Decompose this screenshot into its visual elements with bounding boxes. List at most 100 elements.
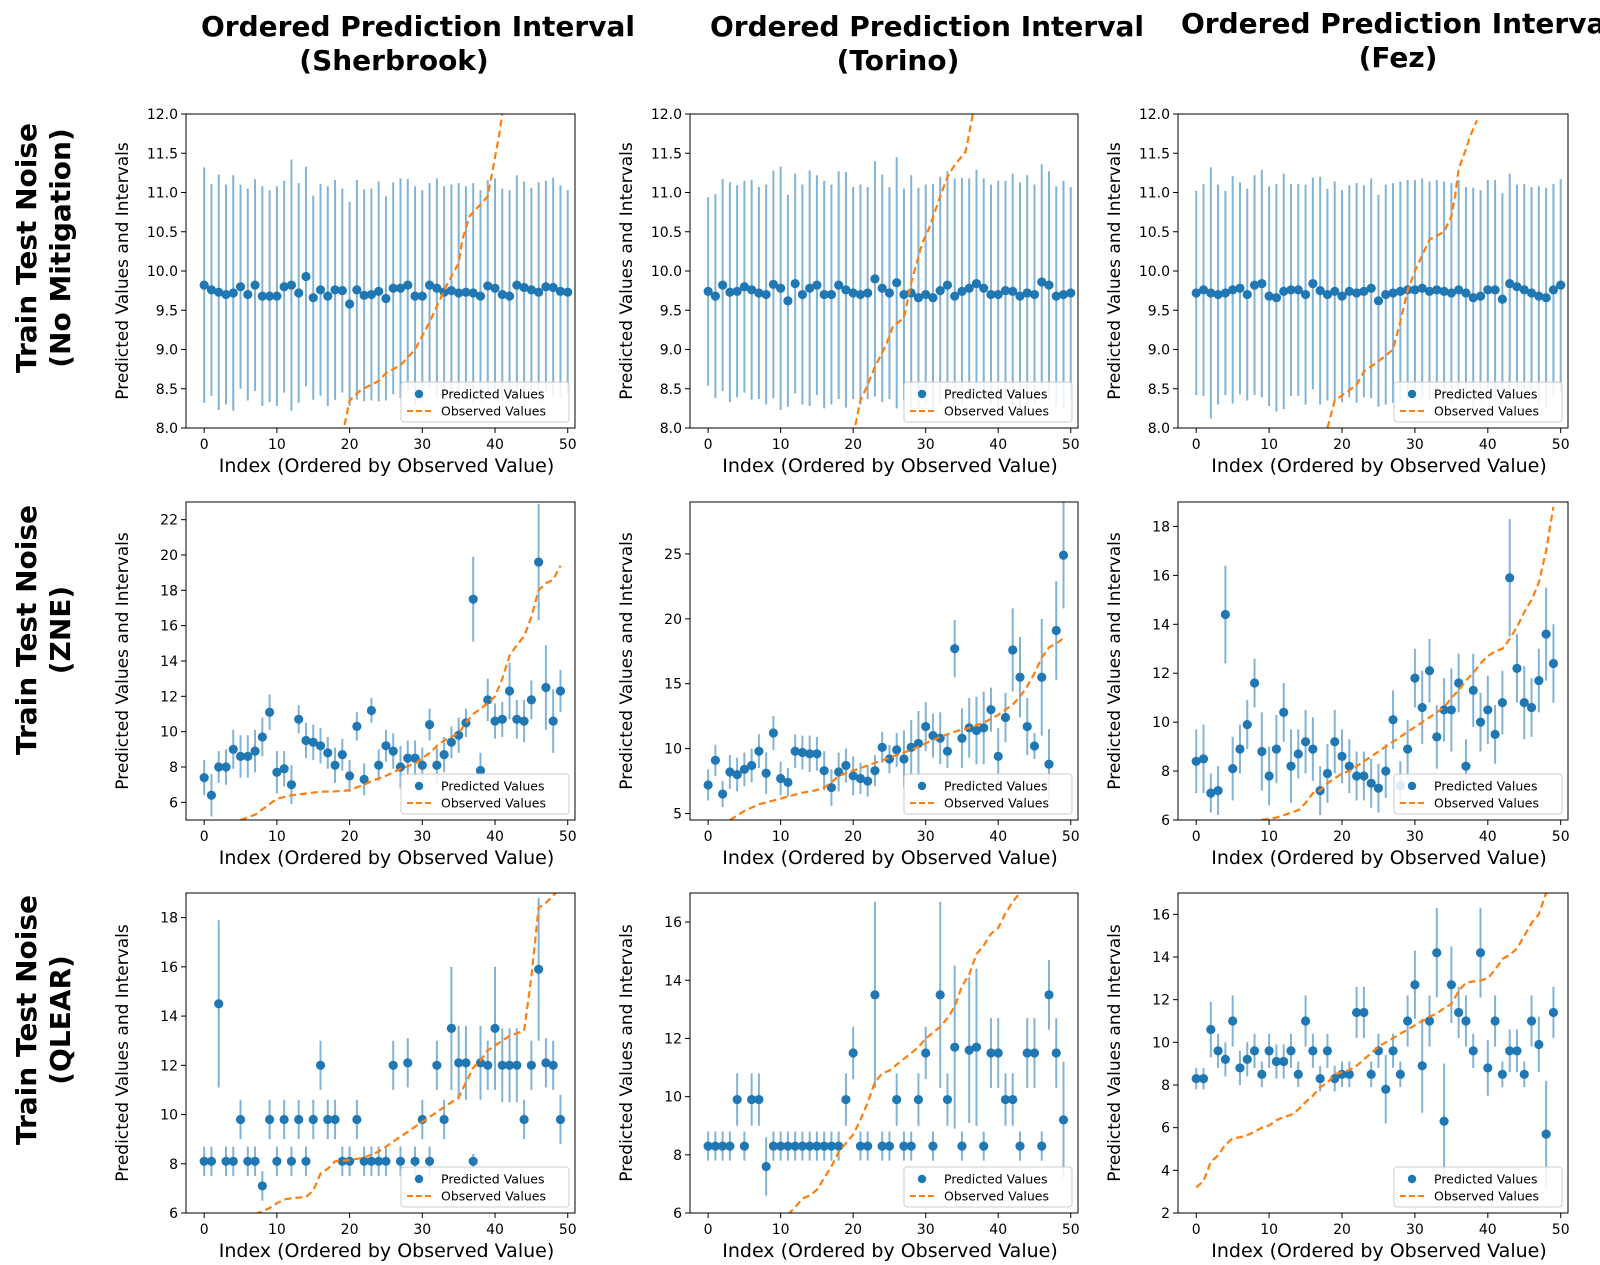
x-tick-label: 0 (200, 829, 209, 845)
predicted-point (1526, 1016, 1537, 1026)
x-tick-label: 10 (772, 829, 790, 845)
predicted-point (1015, 291, 1025, 301)
predicted-point (906, 1141, 916, 1151)
predicted-point (718, 789, 728, 799)
predicted-point (797, 289, 808, 300)
predicted-point (265, 291, 275, 301)
predicted-point (986, 1048, 996, 1058)
y-tick-label: 10 (160, 1108, 178, 1124)
predicted-point (519, 716, 529, 726)
y-tick-label: 12 (1152, 666, 1170, 682)
predicted-point (1058, 1115, 1069, 1125)
x-tick-label: 0 (1192, 437, 1201, 453)
predicted-point (1526, 702, 1537, 713)
predicted-point (294, 288, 304, 298)
y-tick-label: 12.0 (651, 107, 682, 123)
predicted-point (935, 286, 945, 296)
legend-predicted-label: Predicted Values (1434, 779, 1538, 794)
y-tick-label: 16 (664, 915, 682, 931)
predicted-point (739, 282, 749, 292)
predicted-point (1519, 285, 1529, 295)
x-tick-label: 40 (1479, 437, 1497, 453)
axes-frame (689, 501, 1079, 821)
predicted-point (1271, 1056, 1282, 1067)
predicted-point (1330, 1074, 1340, 1084)
y-tick-label: 12.0 (147, 107, 178, 123)
predicted-point (555, 686, 566, 696)
predicted-point (1257, 278, 1267, 289)
predicted-point (1051, 625, 1061, 636)
predicted-point (1300, 1016, 1311, 1026)
predicted-point (308, 1114, 318, 1125)
column-title-fez-line1: Ordered Prediction Interval (1181, 7, 1600, 40)
predicted-point (1490, 729, 1500, 739)
predicted-point (819, 766, 829, 776)
legend-box (903, 773, 1073, 815)
y-tick-label: 11.5 (147, 146, 178, 162)
predicted-point (330, 1114, 340, 1125)
predicted-point (1249, 1046, 1260, 1056)
predicted-point (1029, 1048, 1040, 1058)
predicted-point (286, 1156, 297, 1166)
predicted-point (1058, 289, 1069, 300)
predicted-point (739, 764, 749, 774)
predicted-point (957, 286, 967, 297)
predicted-point (1541, 1129, 1551, 1139)
x-tick-label: 50 (559, 437, 577, 453)
predicted-point (555, 286, 566, 297)
legend-predicted-marker (414, 781, 424, 791)
predicted-point (863, 288, 873, 298)
y-tick-label: 14 (160, 654, 178, 670)
x-tick-label: 20 (844, 829, 862, 845)
predicted-point (1337, 291, 1347, 301)
legend-observed-label: Observed Values (441, 796, 546, 811)
predicted-point (403, 1058, 413, 1068)
predicted-point (315, 1060, 326, 1070)
predicted-point (366, 705, 377, 716)
x-tick-label: 10 (268, 829, 286, 845)
predicted-point (257, 291, 267, 301)
predicted-point (1439, 1116, 1449, 1126)
observed-line (729, 637, 1065, 820)
predicted-point (993, 289, 1003, 300)
predicted-point (323, 748, 333, 758)
predicted-point (272, 1156, 282, 1166)
predicted-point (754, 288, 764, 298)
panel-9: 0 10 20 30 40 50 2 4 6 8 10 12 14 16 Index (Ordered by… (1105, 892, 1570, 1262)
y-axis-label: Predicted Values and Intervals (113, 532, 133, 790)
y-tick-label: 6 (169, 795, 178, 811)
y-tick-label: 11.5 (651, 146, 682, 162)
predicted-point (301, 735, 311, 746)
panel-7: 0 10 20 30 40 50 6 8 10 12 14 16 18 Index (Ordered by… (113, 892, 577, 1262)
predicted-point (950, 291, 960, 301)
x-tick-label: 0 (1192, 1222, 1201, 1238)
y-tick-label: 8.5 (660, 382, 682, 398)
predicted-point (541, 682, 551, 693)
predicted-point (1242, 720, 1252, 730)
y-tick-label: 12 (160, 1058, 178, 1074)
y-tick-label: 9.0 (660, 343, 682, 359)
y-tick-label: 11.5 (1139, 146, 1170, 162)
predicted-point (1548, 658, 1559, 669)
plot-area (703, 893, 1069, 1213)
predicted-point (1315, 286, 1325, 296)
legend-box (1393, 1166, 1563, 1208)
predicted-point (1468, 293, 1478, 303)
legend-predicted-marker (414, 1174, 424, 1184)
predicted-point (490, 716, 500, 726)
predicted-point (848, 288, 858, 298)
predicted-point (366, 289, 377, 300)
predicted-point (1388, 288, 1398, 298)
y-tick-label: 22 (160, 513, 178, 529)
y-tick-label: 6 (673, 1206, 682, 1222)
predicted-point (732, 769, 742, 780)
predicted-point (884, 754, 895, 764)
predicted-point (1015, 672, 1025, 682)
predicted-point (1022, 288, 1032, 298)
predicted-point (1483, 1063, 1493, 1073)
panel-6: 0 10 20 30 40 50 6 8 10 12 14 16 18 Index (Ordered by… (1105, 501, 1570, 869)
predicted-point (417, 1114, 427, 1125)
predicted-point (1191, 1074, 1201, 1084)
x-tick-label: 20 (341, 1222, 359, 1238)
predicted-point (863, 1141, 873, 1151)
